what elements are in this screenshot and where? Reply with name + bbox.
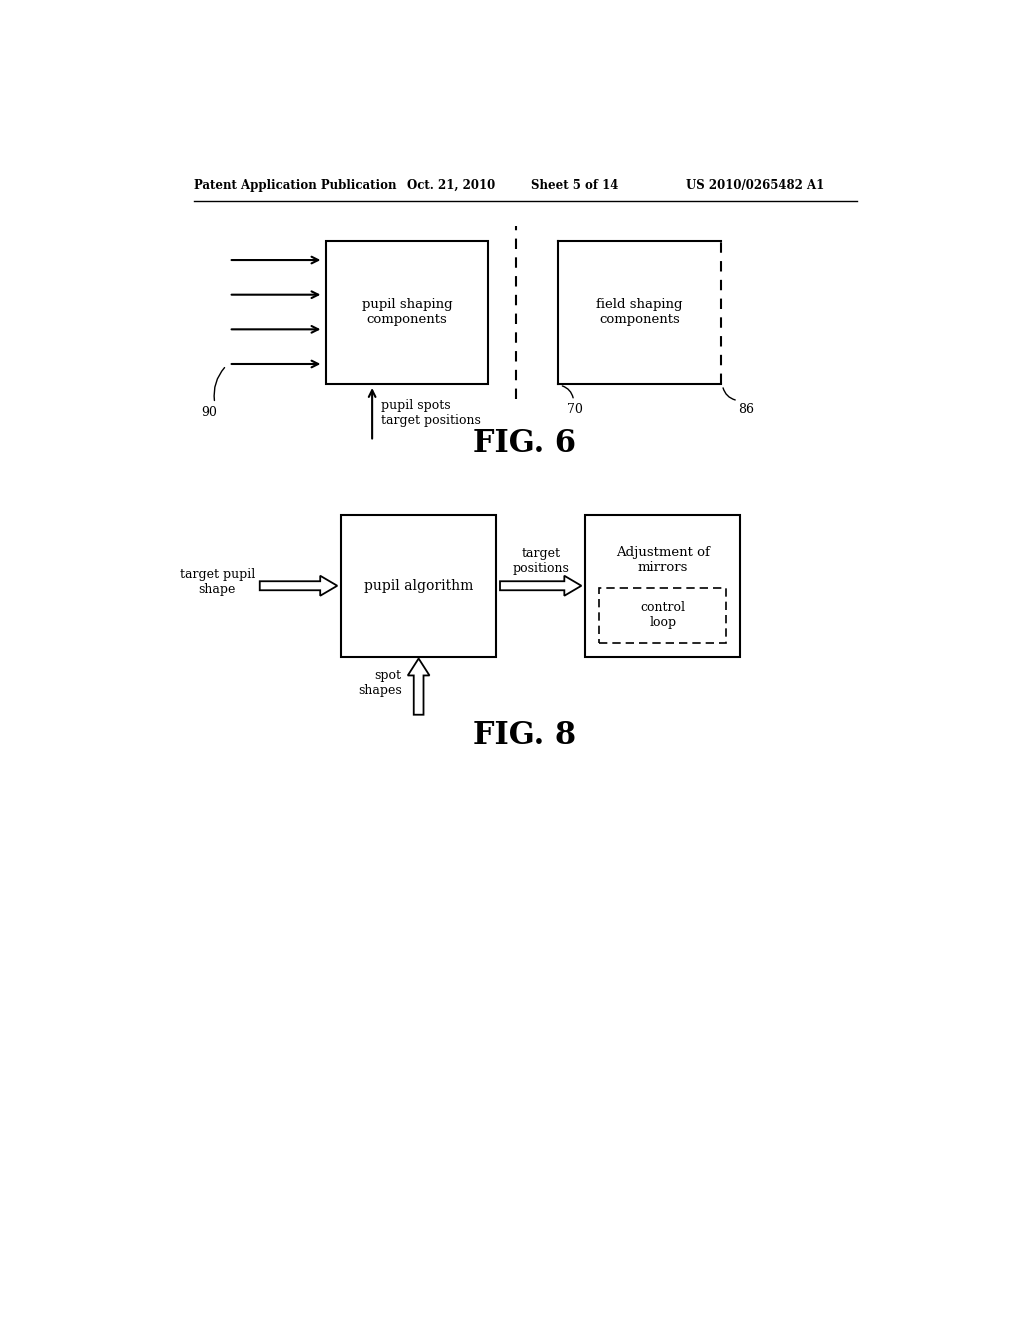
Text: control
loop: control loop — [640, 602, 685, 630]
Text: Patent Application Publication: Patent Application Publication — [194, 178, 396, 191]
Polygon shape — [408, 659, 429, 714]
Bar — [599, 587, 726, 643]
Text: target pupil
shape: target pupil shape — [179, 568, 255, 595]
Bar — [326, 242, 488, 384]
Text: field shaping
components: field shaping components — [596, 298, 683, 326]
Text: 90: 90 — [202, 407, 217, 420]
Text: Adjustment of
mirrors: Adjustment of mirrors — [615, 546, 710, 574]
Text: 70: 70 — [567, 403, 584, 416]
Text: FIG. 6: FIG. 6 — [473, 428, 577, 459]
Polygon shape — [260, 576, 337, 595]
Text: 86: 86 — [738, 403, 754, 416]
Text: Oct. 21, 2010: Oct. 21, 2010 — [407, 178, 496, 191]
Text: pupil spots
target positions: pupil spots target positions — [381, 399, 481, 428]
Bar — [586, 515, 740, 657]
Polygon shape — [500, 576, 582, 595]
Text: target
positions: target positions — [512, 546, 569, 576]
Text: spot
shapes: spot shapes — [357, 669, 401, 697]
Text: pupil shaping
components: pupil shaping components — [361, 298, 453, 326]
Text: US 2010/0265482 A1: US 2010/0265482 A1 — [686, 178, 824, 191]
Bar — [341, 515, 496, 657]
Text: Sheet 5 of 14: Sheet 5 of 14 — [531, 178, 618, 191]
Text: pupil algorithm: pupil algorithm — [364, 578, 473, 593]
Text: FIG. 8: FIG. 8 — [473, 721, 577, 751]
